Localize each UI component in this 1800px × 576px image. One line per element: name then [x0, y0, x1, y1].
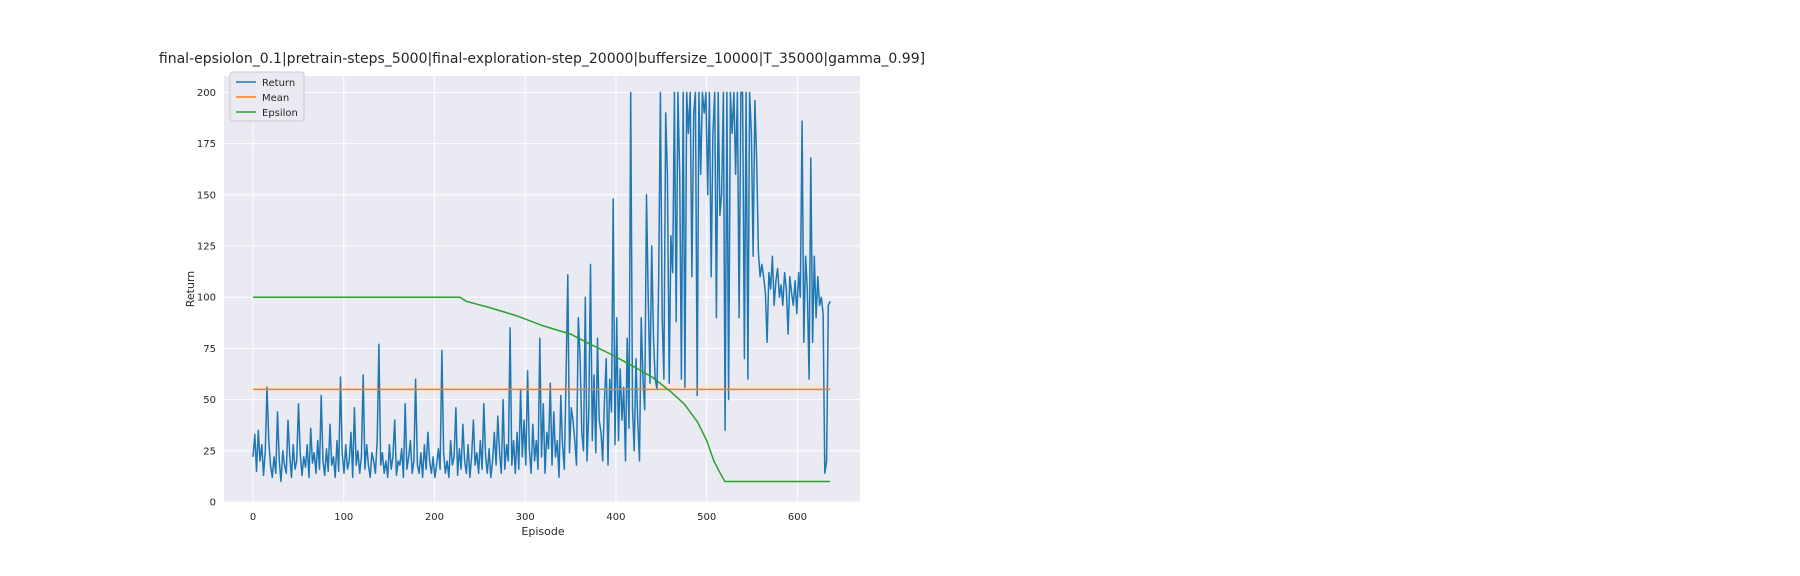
- x-tick-label: 600: [788, 512, 807, 523]
- y-tick-label: 0: [210, 498, 216, 509]
- y-tick-label: 200: [197, 88, 216, 99]
- x-tick-label: 300: [516, 512, 535, 523]
- legend-label-mean: Mean: [262, 93, 289, 104]
- legend-label-epsilon: Epsilon: [262, 108, 298, 119]
- plot-area: 0 100 200 300 400 500 600 0 25 50 75 100 125 150 175 20…: [197, 76, 860, 523]
- y-tick-label: 125: [197, 241, 216, 252]
- y-tick-label: 25: [203, 446, 216, 457]
- tick-labels: 0 100 200 300 400 500 600 0 25 50 75 100 125 150 175 20…: [197, 88, 807, 523]
- y-tick-label: 50: [203, 395, 216, 406]
- x-tick-label: 200: [425, 512, 444, 523]
- x-tick-label: 400: [606, 512, 625, 523]
- y-tick-label: 175: [197, 139, 216, 150]
- legend-label-return: Return: [262, 78, 295, 89]
- x-tick-label: 500: [697, 512, 716, 523]
- x-tick-label: 100: [334, 512, 353, 523]
- x-tick-label: 0: [250, 512, 256, 523]
- y-tick-label: 150: [197, 190, 216, 201]
- series-line-epsilon: [253, 296, 831, 483]
- y-tick-label: 75: [203, 344, 216, 355]
- y-tick-label: 100: [197, 293, 216, 304]
- y-axis-label: Return: [184, 271, 197, 308]
- series-layer: [252, 91, 831, 483]
- series-line-return: [252, 91, 831, 483]
- chart-title: final-epsiolon_0.1|pretrain-steps_5000|f…: [159, 51, 925, 67]
- x-axis-label: Episode: [521, 525, 564, 538]
- legend: Return Mean Epsilon: [229, 71, 305, 122]
- legend-box: [229, 71, 305, 122]
